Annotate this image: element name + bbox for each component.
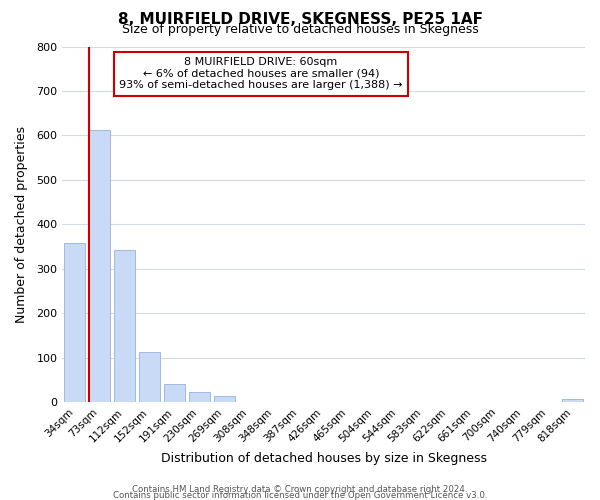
Bar bbox=[114, 250, 135, 402]
Y-axis label: Number of detached properties: Number of detached properties bbox=[15, 126, 28, 322]
Text: 8, MUIRFIELD DRIVE, SKEGNESS, PE25 1AF: 8, MUIRFIELD DRIVE, SKEGNESS, PE25 1AF bbox=[118, 12, 482, 28]
Bar bbox=[188, 392, 210, 402]
Text: Contains HM Land Registry data © Crown copyright and database right 2024.: Contains HM Land Registry data © Crown c… bbox=[132, 485, 468, 494]
Text: Size of property relative to detached houses in Skegness: Size of property relative to detached ho… bbox=[122, 22, 478, 36]
Bar bbox=[214, 396, 235, 402]
X-axis label: Distribution of detached houses by size in Skegness: Distribution of detached houses by size … bbox=[161, 452, 487, 465]
Bar bbox=[139, 352, 160, 402]
Bar bbox=[64, 243, 85, 402]
Text: Contains public sector information licensed under the Open Government Licence v3: Contains public sector information licen… bbox=[113, 490, 487, 500]
Text: 8 MUIRFIELD DRIVE: 60sqm
← 6% of detached houses are smaller (94)
93% of semi-de: 8 MUIRFIELD DRIVE: 60sqm ← 6% of detache… bbox=[119, 57, 403, 90]
Bar bbox=[89, 130, 110, 402]
Bar bbox=[164, 384, 185, 402]
Bar bbox=[562, 399, 583, 402]
